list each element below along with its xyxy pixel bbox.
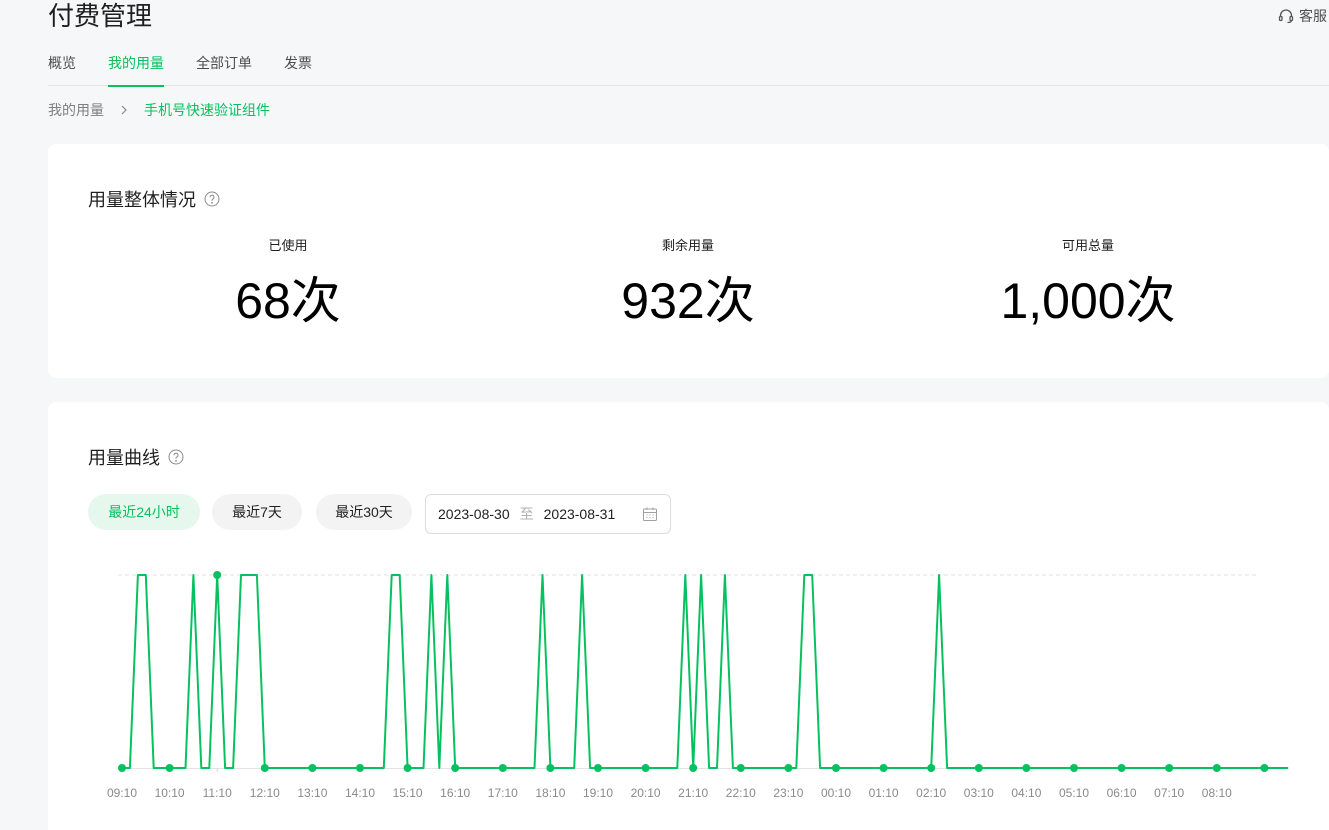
total-value: 1,000次 bbox=[1000, 273, 1176, 329]
x-tick-label: 18:10 bbox=[535, 786, 565, 800]
total-label: 可用总量 bbox=[1061, 238, 1114, 253]
data-point bbox=[641, 764, 650, 772]
data-point bbox=[308, 764, 317, 772]
data-point bbox=[1022, 764, 1031, 772]
data-point bbox=[498, 764, 507, 772]
date-separator: 至 bbox=[519, 506, 534, 522]
data-point bbox=[927, 764, 936, 772]
remaining-stat: 剩余用量 932次 bbox=[538, 236, 838, 331]
x-tick-label: 15:10 bbox=[393, 786, 423, 800]
data-point bbox=[1212, 764, 1221, 772]
headset-icon bbox=[1278, 9, 1294, 24]
data-point bbox=[118, 764, 126, 772]
data-point bbox=[1165, 764, 1174, 772]
tab-my-usage[interactable]: 我的用量 bbox=[108, 50, 164, 87]
customer-service-link[interactable]: 客服 bbox=[1277, 6, 1327, 26]
breadcrumb: 我的用量 手机号快速验证组件 bbox=[48, 100, 270, 120]
usage-overview-title: 用量整体情况 bbox=[88, 186, 220, 212]
data-point bbox=[1070, 764, 1078, 772]
x-tick-label: 11:10 bbox=[203, 786, 232, 800]
remaining-value: 932次 bbox=[621, 273, 755, 329]
breadcrumb-current: 手机号快速验证组件 bbox=[144, 102, 270, 118]
x-tick-label: 08:10 bbox=[1202, 786, 1232, 800]
usage-overview-card: 用量整体情况 已使用 68次 剩余用量 932次 可用总量 1,000次 bbox=[48, 144, 1329, 378]
x-tick-label: 06:10 bbox=[1107, 786, 1137, 800]
help-icon[interactable] bbox=[168, 449, 184, 465]
data-point bbox=[736, 764, 745, 772]
usage-curve-card: 用量曲线 最近24小时 最近7天 最近30天 2023-08-30 至 2023… bbox=[48, 402, 1329, 830]
data-point bbox=[832, 764, 840, 772]
calendar-icon[interactable] bbox=[642, 506, 658, 522]
usage-curve-title-text: 用量曲线 bbox=[88, 448, 160, 468]
tab-all-orders[interactable]: 全部订单 bbox=[196, 55, 252, 71]
x-tick-label: 01:10 bbox=[869, 786, 899, 800]
breadcrumb-parent[interactable]: 我的用量 bbox=[48, 102, 104, 118]
data-point bbox=[594, 764, 602, 772]
x-tick-label: 16:10 bbox=[440, 786, 470, 800]
x-tick-label: 13:10 bbox=[297, 786, 327, 800]
total-stat: 可用总量 1,000次 bbox=[938, 236, 1238, 331]
data-point bbox=[689, 764, 698, 772]
main-tabs: 概览 我的用量 全部订单 发票 bbox=[48, 50, 1329, 87]
used-stat: 已使用 68次 bbox=[138, 236, 438, 331]
data-point bbox=[260, 764, 269, 772]
data-point bbox=[1117, 764, 1126, 772]
x-tick-label: 09:10 bbox=[107, 786, 137, 800]
data-point bbox=[165, 764, 174, 772]
x-tick-label: 17:10 bbox=[488, 786, 518, 800]
x-tick-label: 14:10 bbox=[345, 786, 375, 800]
page-title: 付费管理 bbox=[48, 1, 153, 31]
tab-invoice[interactable]: 发票 bbox=[284, 55, 312, 71]
usage-line-chart: 09:10 10:10 11:10 12:10 13:10 14:10 15:10 16:10… bbox=[107, 571, 1289, 800]
remaining-label: 剩余用量 bbox=[661, 238, 714, 253]
x-tick-label: 22:10 bbox=[726, 786, 756, 800]
x-tick-label: 03:10 bbox=[964, 786, 994, 800]
x-tick-label: 19:10 bbox=[583, 786, 613, 800]
range-24h-button[interactable]: 最近24小时 bbox=[88, 494, 200, 530]
x-tick-label: 23:10 bbox=[773, 786, 803, 800]
x-tick-label: 20:10 bbox=[631, 786, 661, 800]
x-tick-label: 05:10 bbox=[1059, 786, 1089, 800]
x-tick-label: 10:10 bbox=[155, 786, 185, 800]
date-start[interactable]: 2023-08-30 bbox=[438, 506, 510, 522]
used-label: 已使用 bbox=[268, 238, 308, 253]
range-30d-button[interactable]: 最近30天 bbox=[316, 494, 412, 530]
series-line bbox=[122, 574, 1289, 769]
data-point bbox=[546, 764, 555, 772]
range-7d-button[interactable]: 最近7天 bbox=[212, 494, 302, 530]
usage-overview-title-text: 用量整体情况 bbox=[88, 190, 196, 210]
date-range-picker[interactable]: 2023-08-30 至 2023-08-31 bbox=[425, 494, 671, 534]
data-point bbox=[403, 764, 412, 772]
x-tick-label: 12:10 bbox=[250, 786, 280, 800]
usage-curve-title: 用量曲线 bbox=[88, 444, 184, 470]
data-point bbox=[879, 764, 888, 772]
data-point bbox=[213, 571, 222, 579]
x-tick-label: 00:10 bbox=[821, 786, 851, 800]
chevron-right-icon bbox=[121, 105, 127, 115]
x-tick-label: 02:10 bbox=[916, 786, 946, 800]
data-point bbox=[974, 764, 983, 772]
tab-overview[interactable]: 概览 bbox=[48, 55, 76, 71]
customer-service-label: 客服 bbox=[1299, 8, 1327, 24]
data-point bbox=[784, 764, 793, 772]
data-point bbox=[356, 764, 364, 772]
x-tick-label: 07:10 bbox=[1154, 786, 1184, 800]
x-tick-label: 21:10 bbox=[678, 786, 708, 800]
x-tick-label: 04:10 bbox=[1011, 786, 1041, 800]
help-icon[interactable] bbox=[204, 191, 220, 207]
data-point bbox=[451, 764, 460, 772]
date-end[interactable]: 2023-08-31 bbox=[543, 506, 616, 522]
data-point bbox=[1260, 764, 1269, 772]
used-value: 68次 bbox=[235, 273, 341, 329]
